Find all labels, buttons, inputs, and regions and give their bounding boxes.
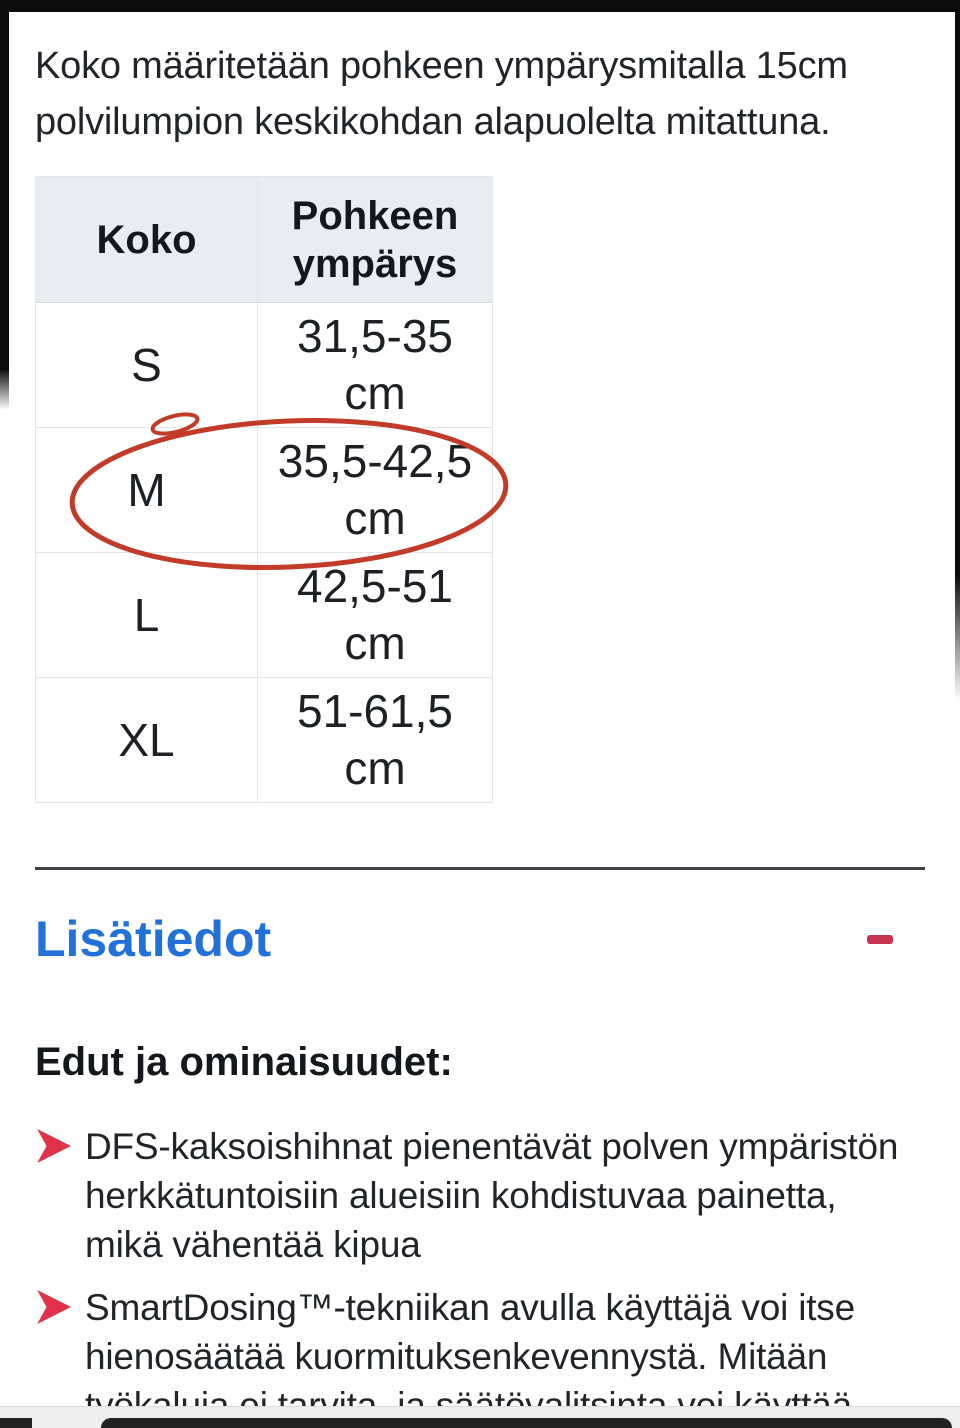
list-item: DFS-kaksoishihnat pienentävät polven ymp… (35, 1122, 925, 1269)
screenshot-left-edge (0, 0, 9, 410)
size-table-header-row: Koko Pohkeen ympärys (35, 176, 493, 303)
range-cell: 35,5-42,5 cm (257, 427, 493, 553)
size-table-header-circumference: Pohkeen ympärys (257, 176, 493, 303)
arrow-bullet-icon (37, 1129, 71, 1163)
size-cell: S (35, 302, 258, 428)
range-cell: 51-61,5 cm (257, 677, 493, 803)
sizing-instructions-text: Koko määritetään pohkeen ympärysmitalla … (35, 45, 848, 143)
size-table-container: Koko Pohkeen ympärys S 31,5-35 cm M 35,5… (35, 176, 509, 803)
collapse-minus-icon[interactable] (867, 934, 893, 944)
size-cell: L (35, 552, 258, 678)
screenshot-top-edge (0, 0, 960, 12)
table-row: XL 51-61,5 cm (35, 677, 493, 803)
range-cell: 31,5-35 cm (257, 302, 493, 428)
feature-text: DFS-kaksoishihnat pienentävät polven ymp… (85, 1126, 899, 1265)
bottom-overlay-corner (0, 1418, 32, 1428)
features-heading: Edut ja ominaisuudet: (35, 1040, 453, 1084)
bottom-overlay-bar (101, 1418, 952, 1428)
features-list: DFS-kaksoishihnat pienentävät polven ymp… (35, 1122, 925, 1428)
feature-text: SmartDosing™-tekniikan avulla käyttäjä v… (85, 1287, 855, 1426)
size-table-header-size: Koko (35, 176, 258, 303)
table-row: M 35,5-42,5 cm (35, 427, 493, 553)
section-divider (35, 867, 925, 870)
size-cell: XL (35, 677, 258, 803)
screenshot-right-edge (955, 0, 960, 700)
lisatiedot-accordion-header[interactable]: Lisätiedot (35, 910, 925, 968)
accordion-title: Lisätiedot (35, 911, 272, 967)
size-cell: M (35, 427, 258, 553)
range-cell: 42,5-51 cm (257, 552, 493, 678)
list-item: SmartDosing™-tekniikan avulla käyttäjä v… (35, 1283, 925, 1428)
size-table: Koko Pohkeen ympärys S 31,5-35 cm M 35,5… (35, 176, 493, 803)
table-row: L 42,5-51 cm (35, 552, 493, 678)
arrow-bullet-icon (37, 1290, 71, 1324)
table-row: S 31,5-35 cm (35, 302, 493, 428)
